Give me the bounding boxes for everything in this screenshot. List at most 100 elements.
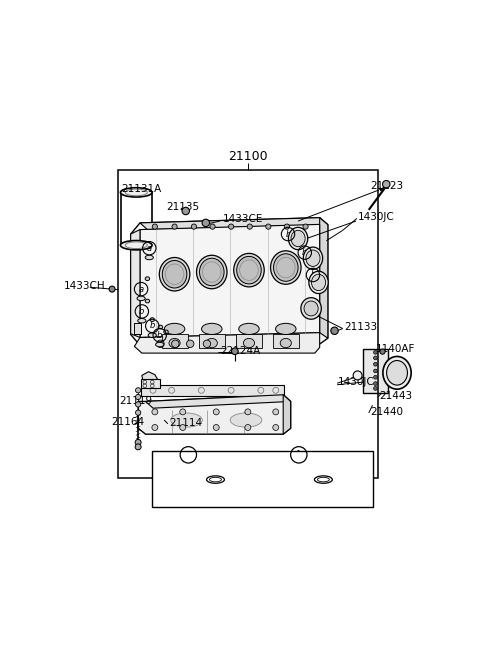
Circle shape	[303, 224, 308, 229]
Ellipse shape	[206, 339, 217, 348]
Text: 21131A: 21131A	[121, 183, 162, 194]
Ellipse shape	[280, 339, 291, 348]
Ellipse shape	[304, 301, 318, 316]
Text: 1433CH: 1433CH	[64, 281, 105, 291]
Text: 21123: 21123	[371, 181, 404, 191]
Circle shape	[152, 409, 158, 415]
Ellipse shape	[312, 274, 325, 291]
Text: b: b	[295, 450, 302, 460]
Ellipse shape	[120, 188, 152, 197]
Polygon shape	[138, 395, 290, 434]
Circle shape	[273, 424, 279, 430]
Circle shape	[284, 224, 289, 229]
Ellipse shape	[196, 255, 227, 289]
Ellipse shape	[164, 330, 168, 334]
Ellipse shape	[171, 413, 202, 427]
Ellipse shape	[271, 251, 301, 284]
Ellipse shape	[301, 297, 321, 319]
Ellipse shape	[309, 271, 328, 293]
Ellipse shape	[306, 250, 320, 267]
Bar	[363, 348, 388, 393]
Ellipse shape	[138, 318, 146, 323]
Circle shape	[373, 375, 377, 379]
Polygon shape	[141, 379, 160, 388]
Circle shape	[266, 224, 271, 229]
Text: 1140AF: 1140AF	[375, 345, 415, 354]
Circle shape	[152, 424, 158, 430]
Ellipse shape	[120, 240, 152, 250]
Text: 21314A: 21314A	[266, 486, 307, 496]
Circle shape	[135, 444, 141, 450]
Text: 21100: 21100	[228, 150, 268, 163]
Circle shape	[202, 219, 210, 227]
Polygon shape	[140, 217, 328, 230]
Polygon shape	[134, 324, 141, 335]
Circle shape	[135, 440, 141, 445]
Ellipse shape	[156, 343, 164, 346]
Ellipse shape	[386, 360, 408, 385]
Polygon shape	[131, 217, 328, 348]
Ellipse shape	[137, 296, 145, 301]
Circle shape	[245, 409, 251, 415]
Text: 21114: 21114	[170, 418, 203, 428]
Text: b: b	[310, 271, 316, 280]
Ellipse shape	[158, 325, 163, 329]
Circle shape	[213, 424, 219, 430]
Circle shape	[245, 424, 251, 430]
Circle shape	[210, 224, 215, 229]
Ellipse shape	[274, 253, 298, 281]
Polygon shape	[273, 335, 299, 348]
Circle shape	[373, 356, 377, 360]
Ellipse shape	[164, 324, 185, 335]
Circle shape	[172, 224, 177, 229]
Ellipse shape	[237, 256, 261, 284]
Polygon shape	[162, 335, 188, 348]
Ellipse shape	[145, 299, 150, 303]
Circle shape	[182, 207, 190, 215]
Circle shape	[373, 386, 377, 390]
Polygon shape	[142, 371, 158, 384]
Ellipse shape	[303, 247, 323, 269]
Circle shape	[373, 382, 377, 385]
Circle shape	[109, 286, 115, 292]
Text: 21440: 21440	[370, 407, 403, 417]
Text: 1573CG: 1573CG	[266, 464, 309, 474]
Text: 22124A: 22124A	[220, 346, 260, 356]
Text: 1430JC: 1430JC	[358, 212, 395, 222]
Circle shape	[383, 181, 390, 188]
Polygon shape	[283, 395, 290, 434]
Text: a: a	[185, 450, 192, 460]
Text: 1573JK: 1573JK	[266, 475, 303, 485]
Text: 21164: 21164	[111, 417, 144, 427]
Polygon shape	[134, 333, 320, 353]
Text: b: b	[139, 307, 144, 316]
Circle shape	[213, 409, 219, 415]
Text: 21119: 21119	[120, 396, 153, 405]
Text: a: a	[147, 244, 152, 253]
Circle shape	[373, 362, 377, 366]
Text: b: b	[157, 331, 162, 340]
Text: 21713A: 21713A	[156, 486, 196, 496]
Ellipse shape	[150, 318, 155, 322]
Ellipse shape	[145, 277, 150, 280]
Ellipse shape	[234, 253, 264, 287]
Bar	[141, 384, 284, 396]
Circle shape	[180, 409, 186, 415]
Circle shape	[180, 424, 186, 430]
Circle shape	[247, 224, 252, 229]
Ellipse shape	[202, 324, 222, 335]
Polygon shape	[199, 335, 225, 348]
Ellipse shape	[276, 324, 296, 335]
Ellipse shape	[243, 339, 254, 348]
Ellipse shape	[288, 227, 308, 250]
Circle shape	[135, 402, 141, 407]
Circle shape	[192, 224, 196, 229]
Circle shape	[228, 224, 234, 229]
Circle shape	[373, 369, 377, 373]
Circle shape	[156, 340, 164, 348]
Bar	[118, 170, 378, 477]
Text: b: b	[285, 229, 291, 238]
Ellipse shape	[239, 324, 259, 335]
Ellipse shape	[169, 339, 180, 348]
Ellipse shape	[200, 258, 224, 286]
